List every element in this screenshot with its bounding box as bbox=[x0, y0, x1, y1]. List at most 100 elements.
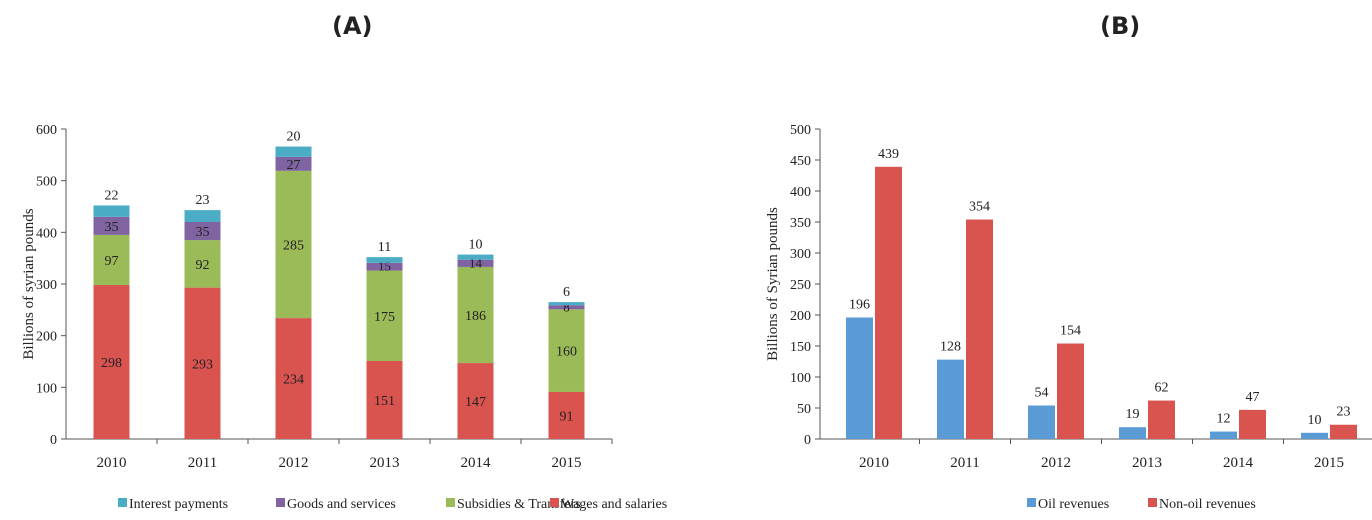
chart-a-x-tick-label: 2011 bbox=[188, 455, 217, 471]
chart-b-legend-swatch bbox=[1027, 498, 1036, 507]
chart-b-y-axis-label: Billions of Syrian pounds bbox=[765, 207, 781, 361]
chart-a-legend-label: Goods and services bbox=[287, 497, 396, 512]
chart-b-data-label: 23 bbox=[1337, 405, 1351, 420]
chart-b-data-label: 19 bbox=[1126, 407, 1140, 422]
chart-b-y-tick-label: 450 bbox=[790, 154, 811, 169]
chart-b-data-label: 154 bbox=[1060, 324, 1081, 339]
chart-a-data-label: 285 bbox=[283, 238, 304, 253]
chart-a-legend-swatch bbox=[550, 498, 559, 507]
chart-a-data-label: 35 bbox=[196, 225, 210, 240]
chart-a-legend-label: Interest payments bbox=[129, 497, 228, 512]
chart-a-y-tick-label: 200 bbox=[36, 330, 57, 345]
chart-b-data-label: 62 bbox=[1155, 381, 1169, 396]
chart-a-bar-segment bbox=[548, 302, 585, 306]
chart-b-data-label: 47 bbox=[1246, 390, 1260, 405]
chart-a-bar-segment bbox=[93, 234, 130, 286]
chart-b-bar bbox=[1330, 424, 1357, 439]
chart-a-data-label: 186 bbox=[465, 309, 486, 324]
chart-b-data-label: 12 bbox=[1217, 412, 1231, 427]
chart-a-bar-segment bbox=[548, 309, 585, 392]
chart-a-bar-segment bbox=[366, 270, 403, 361]
chart-a-legend-label: Wages and salaries bbox=[561, 497, 667, 512]
chart-b-bar bbox=[1028, 405, 1055, 439]
chart-a-bar-segment bbox=[184, 222, 221, 241]
chart-b-title: (B) bbox=[1100, 12, 1141, 40]
chart-a-data-label: 92 bbox=[196, 258, 210, 273]
chart-b-legend-swatch bbox=[1148, 498, 1157, 507]
chart-a-bar-segment bbox=[548, 391, 585, 439]
chart-a-y-tick-label: 600 bbox=[36, 123, 57, 138]
chart-a-data-label: 11 bbox=[378, 240, 391, 255]
chart-b-bar bbox=[1148, 400, 1175, 439]
chart-a-bar-segment bbox=[457, 254, 494, 260]
chart-a-data-label: 8 bbox=[563, 299, 570, 314]
chart-b-y-tick-label: 50 bbox=[797, 402, 811, 417]
chart-b-data-label: 354 bbox=[969, 200, 990, 215]
chart-a-data-label: 234 bbox=[283, 373, 304, 388]
chart-b-bar bbox=[966, 219, 993, 439]
chart-a-y-axis-label: Billions of syrian pounds bbox=[21, 208, 37, 359]
chart-b-y-tick-label: 500 bbox=[790, 123, 811, 138]
chart-b-data-label: 196 bbox=[849, 297, 870, 312]
chart-b-bar bbox=[1301, 432, 1328, 439]
chart-a-bar-segment bbox=[275, 318, 312, 439]
chart-b-y-tick-label: 400 bbox=[790, 185, 811, 200]
chart-a-data-label: 91 bbox=[560, 409, 574, 424]
chart-a-bar-segment bbox=[184, 240, 221, 288]
chart-b-y-tick-label: 100 bbox=[790, 371, 811, 386]
chart-a-bar-segment bbox=[457, 363, 494, 439]
chart-a-data-label: 160 bbox=[556, 345, 577, 360]
chart-a-data-label: 97 bbox=[105, 254, 119, 269]
chart-b-bar bbox=[875, 166, 902, 439]
chart-a-bar-segment bbox=[184, 210, 221, 222]
chart-b-x-tick-label: 2011 bbox=[950, 455, 979, 471]
chart-a-data-label: 23 bbox=[196, 193, 210, 208]
chart-b-data-label: 54 bbox=[1035, 386, 1049, 401]
chart-a-data-label: 35 bbox=[105, 220, 119, 235]
chart-b-legend-label: Oil revenues bbox=[1038, 497, 1109, 512]
chart-b-y-tick-label: 250 bbox=[790, 278, 811, 293]
chart-b-bar bbox=[937, 359, 964, 439]
chart-b-y-tick-label: 350 bbox=[790, 216, 811, 231]
chart-a-y-tick-label: 400 bbox=[36, 226, 57, 241]
chart-a-x-tick-label: 2010 bbox=[97, 455, 127, 471]
chart-a-bar-segment bbox=[366, 360, 403, 439]
chart-b-bar bbox=[846, 317, 873, 439]
chart-a-title: (A) bbox=[332, 12, 373, 40]
chart-a-bar-segment bbox=[184, 287, 221, 439]
chart-a-bar-segment bbox=[366, 257, 403, 263]
chart-a-data-label: 10 bbox=[469, 238, 483, 253]
chart-a-bar-segment bbox=[275, 146, 312, 157]
chart-b-data-label: 128 bbox=[940, 340, 961, 355]
chart-a-bar-segment bbox=[93, 285, 130, 439]
chart-a-y-tick-label: 300 bbox=[36, 278, 57, 293]
chart-a-bar-segment bbox=[457, 259, 494, 267]
chart-a: 0 100 200 300 400 500 600 Billions of syrian po… bbox=[21, 123, 667, 512]
chart-b-y-tick-label: 300 bbox=[790, 247, 811, 262]
chart-b-x-tick-label: 2015 bbox=[1314, 455, 1344, 471]
chart-a-legend-label: Subsidies & Transfers bbox=[457, 497, 581, 512]
chart-a-y-tick-label: 0 bbox=[50, 433, 57, 448]
chart-b-legend-label: Non-oil revenues bbox=[1159, 497, 1256, 512]
chart-a-y-tick-label: 500 bbox=[36, 175, 57, 190]
chart-b-x-tick-label: 2010 bbox=[859, 455, 889, 471]
chart-a-x-tick-label: 2013 bbox=[370, 455, 400, 471]
chart-a-data-label: 20 bbox=[287, 130, 301, 145]
chart-a-legend-swatch bbox=[276, 498, 285, 507]
chart-a-data-label: 22 bbox=[105, 188, 119, 203]
chart-b-data-label: 439 bbox=[878, 147, 899, 162]
chart-a-bar-segment bbox=[275, 156, 312, 171]
chart-a-bar-segment bbox=[548, 305, 585, 310]
chart-a-bar-segment bbox=[457, 266, 494, 364]
chart-a-data-label: 293 bbox=[192, 357, 213, 372]
chart-b-bar bbox=[1210, 431, 1237, 439]
chart-a-data-label: 147 bbox=[465, 395, 486, 410]
chart-a-x-tick-label: 2014 bbox=[461, 455, 492, 471]
chart-b-x-tick-label: 2013 bbox=[1132, 455, 1162, 471]
chart-a-bar-segment bbox=[93, 216, 130, 235]
chart-a-bar-segment bbox=[275, 170, 312, 319]
chart-a-bar-segment bbox=[366, 262, 403, 271]
chart-b-bar bbox=[1239, 409, 1266, 439]
chart-b-bar bbox=[1119, 427, 1146, 439]
